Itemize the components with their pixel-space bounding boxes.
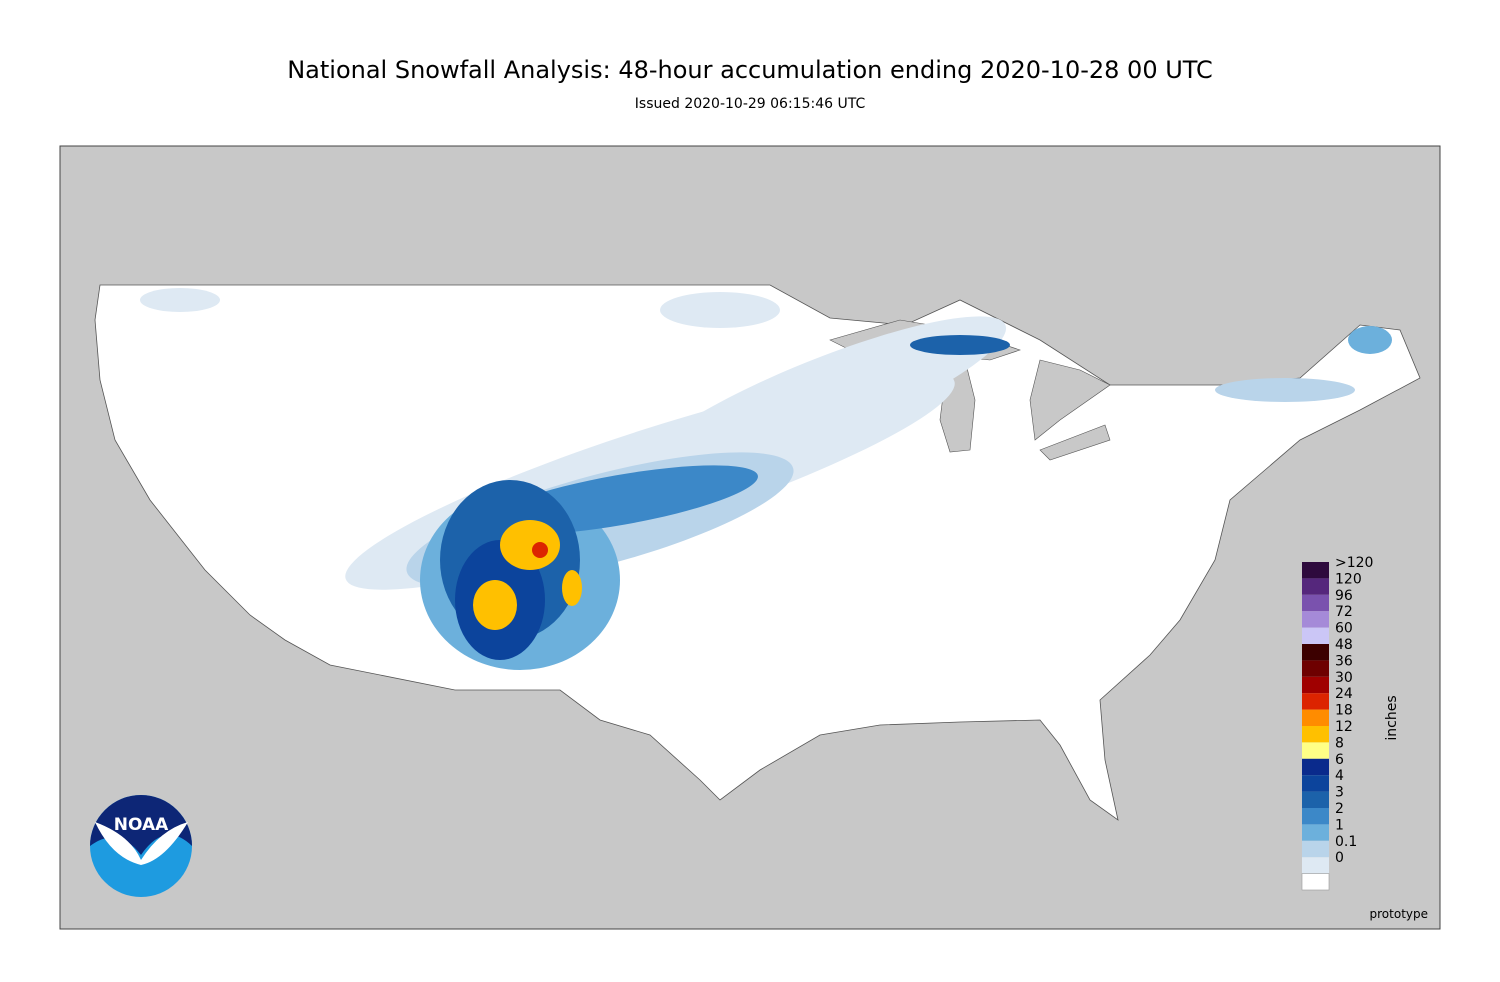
legend-swatch — [1302, 742, 1329, 759]
map — [59, 145, 1441, 930]
legend-swatch — [1302, 857, 1329, 874]
legend-swatch — [1302, 775, 1329, 792]
legend-label: 48 — [1335, 637, 1353, 653]
legend-label: 18 — [1335, 703, 1353, 719]
legend-label: 6 — [1335, 752, 1344, 768]
legend-swatch — [1302, 840, 1329, 858]
legend-swatch — [1302, 611, 1329, 628]
snow-areas — [140, 288, 1392, 670]
noaa-logo: NOAA — [90, 795, 192, 897]
legend-swatch — [1302, 693, 1329, 710]
legend-label: 0.1 — [1335, 834, 1357, 850]
legend-label: >120 — [1335, 555, 1373, 571]
legend-swatch — [1302, 709, 1329, 726]
legend-swatch — [1302, 808, 1329, 825]
logo-text: NOAA — [114, 815, 169, 835]
legend-label: 1 — [1335, 817, 1344, 833]
legend-label: 24 — [1335, 686, 1353, 702]
legend-swatch — [1302, 824, 1329, 841]
legend-label: 3 — [1335, 785, 1344, 801]
legend-label: 60 — [1335, 621, 1353, 637]
legend-label: 30 — [1335, 670, 1353, 686]
lake-huron — [1029, 359, 1111, 441]
legend-swatch — [1302, 791, 1329, 808]
footer-note: prototype — [1370, 907, 1428, 921]
legend-label: 0 — [1335, 850, 1344, 866]
legend-swatch — [1302, 644, 1329, 661]
legend-label: 36 — [1335, 653, 1353, 669]
legend-label: 4 — [1335, 768, 1344, 784]
legend-swatch — [1302, 758, 1329, 776]
legend-swatch — [1302, 726, 1329, 743]
legend-swatch — [1302, 660, 1329, 677]
subtitle: Issued 2020-10-29 06:15:46 UTC — [635, 96, 866, 112]
legend-swatch — [1302, 676, 1329, 694]
legend-swatch — [1302, 594, 1329, 612]
legend-label: 8 — [1335, 735, 1344, 751]
legend-label: 72 — [1335, 604, 1353, 620]
lake-erie — [1039, 424, 1111, 461]
legend-unit: inches — [1384, 695, 1400, 740]
legend-swatch-zero — [1301, 873, 1330, 891]
legend-swatch — [1302, 578, 1329, 595]
legend-label: 2 — [1335, 801, 1344, 817]
legend-label: 12 — [1335, 719, 1353, 735]
legend-label: 96 — [1335, 588, 1353, 604]
legend-swatch — [1302, 627, 1329, 644]
legend-label: 120 — [1335, 571, 1362, 587]
legend-swatch — [1302, 562, 1329, 579]
title: National Snowfall Analysis: 48-hour accu… — [287, 56, 1213, 84]
